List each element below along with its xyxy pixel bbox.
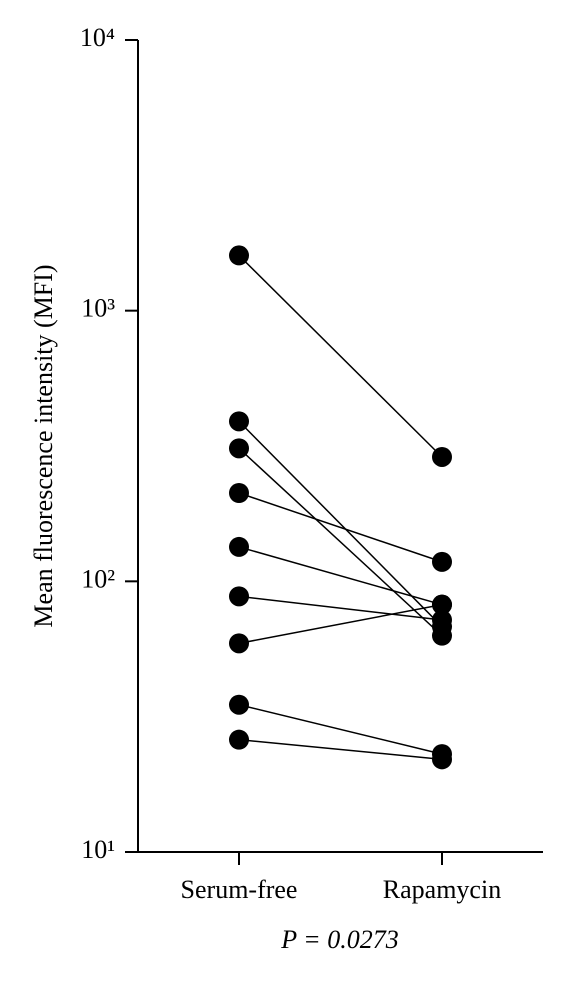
data-point: [229, 586, 249, 607]
data-point: [432, 551, 452, 572]
x-tick-label: Serum-free: [181, 875, 298, 904]
annotation: P = 0.0273: [280, 925, 398, 954]
data-point: [432, 625, 452, 646]
pair-line: [238, 603, 443, 645]
data-point: [432, 609, 452, 630]
data-point: [432, 594, 452, 615]
pair-line: [238, 447, 443, 637]
pair-line: [238, 738, 443, 761]
data-point: [229, 729, 249, 750]
y-tick-label: 10¹: [81, 835, 115, 864]
x-tick-label: Rapamycin: [383, 875, 501, 904]
pair-line: [238, 492, 443, 563]
y-tick-label: 10⁴: [80, 23, 115, 52]
data-point: [229, 245, 249, 266]
data-point: [229, 438, 249, 459]
data-point: [432, 446, 452, 467]
data-point: [229, 483, 249, 504]
y-tick-label: 10³: [81, 294, 115, 323]
data-point: [229, 411, 249, 432]
data-point: [229, 633, 249, 654]
pair-line: [238, 254, 443, 458]
pair-line: [238, 420, 443, 628]
data-point: [229, 694, 249, 715]
pair-line: [238, 546, 443, 606]
data-point: [229, 536, 249, 557]
pair-line: [238, 595, 443, 621]
y-tick-label: 10²: [81, 564, 115, 593]
pair-line: [238, 704, 443, 755]
data-point: [432, 749, 452, 770]
y-axis-label: Mean fluorescence intensity (MFI): [29, 264, 58, 627]
